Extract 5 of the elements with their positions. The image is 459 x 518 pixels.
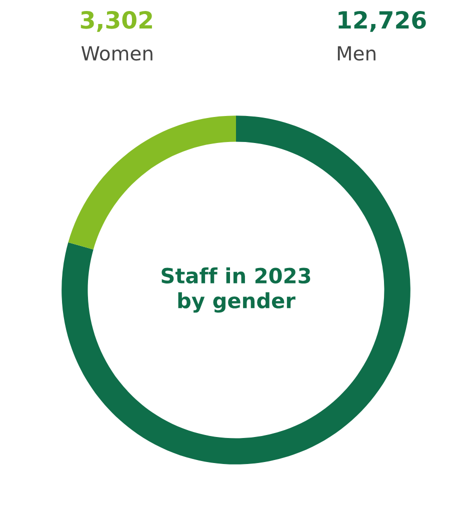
data-label: 12,726 bbox=[338, 10, 426, 32]
data-label: 3,302 bbox=[80, 10, 152, 32]
slice-label: Men bbox=[338, 46, 376, 61]
text: Staff in 2023 by gender bbox=[162, 267, 310, 313]
slice-label: Women bbox=[81, 46, 152, 61]
